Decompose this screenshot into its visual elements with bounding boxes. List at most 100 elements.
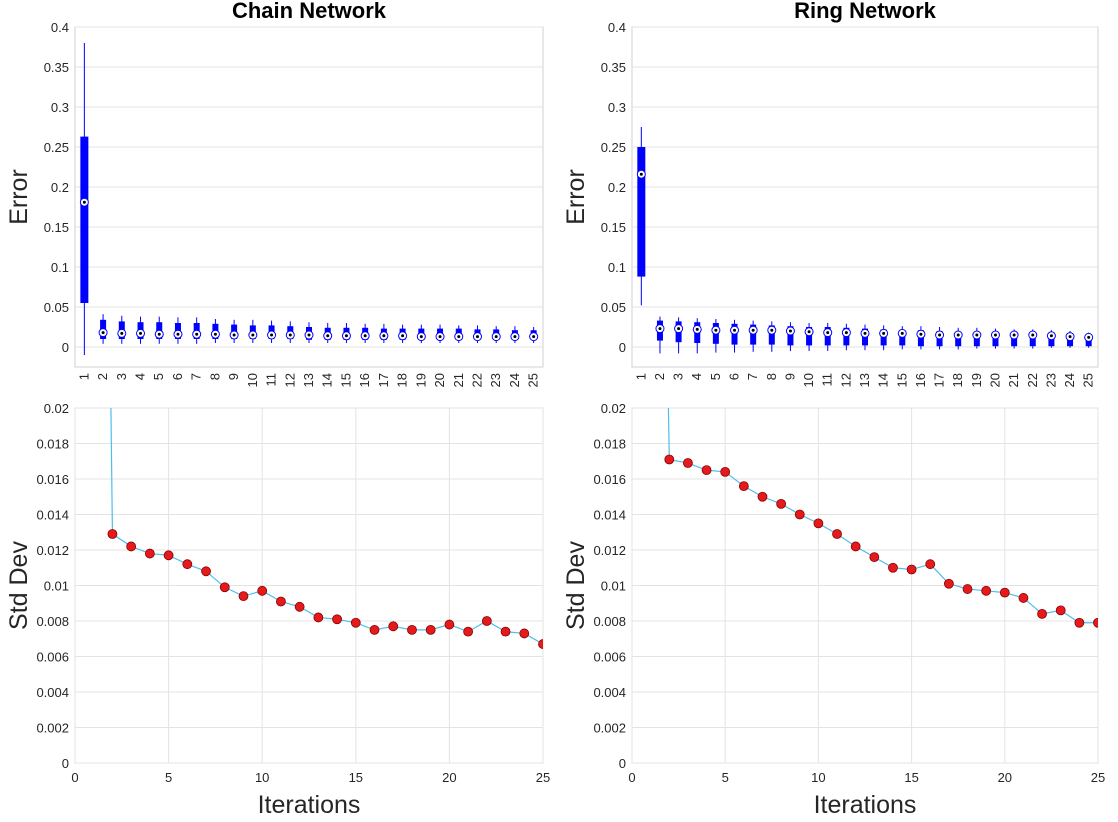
- median-dot: [695, 327, 699, 331]
- marker: [126, 541, 137, 552]
- marker: [962, 584, 973, 594]
- median-dot: [326, 334, 330, 338]
- marker: [388, 621, 399, 632]
- marker: [538, 639, 543, 649]
- marker: [500, 626, 511, 637]
- x-tick-label: 19: [413, 373, 428, 387]
- marker: [407, 624, 417, 635]
- y-tick-label: 0.05: [601, 300, 626, 315]
- marker: [144, 548, 155, 559]
- x-tick-label: 11: [264, 373, 279, 387]
- x-tick-label: 10: [811, 770, 825, 785]
- x-tick-label: 6: [170, 373, 185, 380]
- median-dot: [232, 333, 236, 337]
- y-tick-label: 0.01: [601, 579, 626, 594]
- marker: [332, 614, 342, 625]
- marker: [1093, 617, 1098, 628]
- median-dot: [363, 334, 367, 338]
- median-dot: [993, 333, 997, 337]
- y-tick-label: 0.008: [593, 614, 626, 629]
- x-tick-label: 20: [987, 373, 1002, 387]
- median-dot: [475, 335, 479, 339]
- x-tick-label: 23: [1043, 373, 1058, 387]
- median-dot: [382, 334, 386, 338]
- x-tick-label: 20: [442, 770, 456, 785]
- y-tick-label: 0.02: [44, 401, 69, 416]
- x-tick-label: 24: [1062, 373, 1077, 387]
- marker: [444, 619, 455, 630]
- x-tick-label: 5: [165, 770, 172, 785]
- median-dot: [882, 331, 886, 335]
- y-tick-label: 0.008: [36, 614, 69, 629]
- x-tick-label: 23: [488, 373, 503, 387]
- median-dot: [213, 332, 217, 336]
- marker: [683, 458, 693, 468]
- x-tick-label: 2: [95, 373, 110, 380]
- marker: [757, 491, 768, 502]
- y-tick-label: 0.3: [51, 100, 69, 115]
- y-tick-label: 0.01: [44, 579, 69, 594]
- marker: [350, 617, 361, 628]
- x-tick-label: 7: [745, 373, 760, 380]
- y-tick-label: 0.012: [593, 543, 626, 558]
- median-dot: [82, 200, 86, 204]
- y-tick-label: 0.05: [44, 300, 69, 315]
- median-dot: [807, 330, 811, 334]
- y-tick-label: 0.35: [601, 60, 626, 75]
- y-tick-label: 0.016: [36, 472, 69, 487]
- marker: [182, 559, 193, 570]
- marker: [869, 552, 880, 562]
- median-dot: [658, 327, 662, 331]
- x-tick-label: 13: [301, 373, 316, 387]
- median-dot: [863, 331, 867, 335]
- x-tick-label: 10: [245, 373, 260, 387]
- x-tick-label: 17: [932, 373, 947, 387]
- x-tick-label: 4: [133, 373, 148, 380]
- box: [637, 147, 646, 277]
- y-tick-label: 0: [62, 756, 69, 771]
- marker: [369, 624, 380, 635]
- marker: [850, 541, 861, 552]
- median-dot: [307, 333, 311, 337]
- marker: [813, 518, 824, 529]
- y-axis-label: Error: [5, 169, 33, 225]
- x-tick-label: 2: [652, 373, 667, 380]
- x-tick-label: 12: [838, 373, 853, 387]
- x-tick-label: 21: [451, 373, 466, 387]
- plot-area: [664, 408, 1098, 628]
- marker: [943, 578, 954, 589]
- x-tick-label: 18: [395, 373, 410, 387]
- marker: [888, 562, 898, 573]
- marker: [794, 509, 805, 520]
- y-tick-label: 0.2: [51, 180, 69, 195]
- median-dot: [751, 328, 755, 332]
- x-tick-label: 22: [469, 373, 484, 387]
- x-tick-label: 16: [357, 373, 372, 387]
- marker: [925, 559, 936, 570]
- y-tick-label: 0.15: [601, 220, 626, 235]
- x-tick-label: 20: [998, 770, 1012, 785]
- median-dot: [120, 331, 124, 335]
- median-dot: [1087, 335, 1091, 339]
- plot-area: [107, 408, 543, 649]
- y-tick-label: 0: [619, 756, 626, 771]
- y-tick-label: 0.3: [608, 100, 626, 115]
- x-tick-label: 25: [526, 373, 541, 387]
- median-dot: [956, 333, 960, 337]
- subplot: 0 0.002 0.004 0.006 0.008 0.01 0.012 0.014 0.016…: [5, 401, 550, 819]
- x-tick-label: 17: [376, 373, 391, 387]
- y-tick-label: 0.004: [36, 685, 69, 700]
- y-tick-label: 0.018: [593, 437, 626, 452]
- median-dot: [1068, 335, 1072, 339]
- y-tick-label: 0.4: [51, 20, 69, 35]
- median-dot: [532, 335, 536, 339]
- y-tick-label: 0.35: [44, 60, 69, 75]
- median-dot: [419, 335, 423, 339]
- marker: [425, 624, 436, 635]
- y-tick-label: 0: [619, 340, 626, 355]
- marker: [107, 529, 118, 539]
- median-dot: [900, 331, 904, 335]
- median-dot: [157, 332, 161, 336]
- subplot: 0 0.05 0.1 0.15 0.2 0.25 0.3 0.35 0.4 Chain Netwo…: [5, 0, 544, 387]
- x-tick-label: 1: [633, 373, 648, 380]
